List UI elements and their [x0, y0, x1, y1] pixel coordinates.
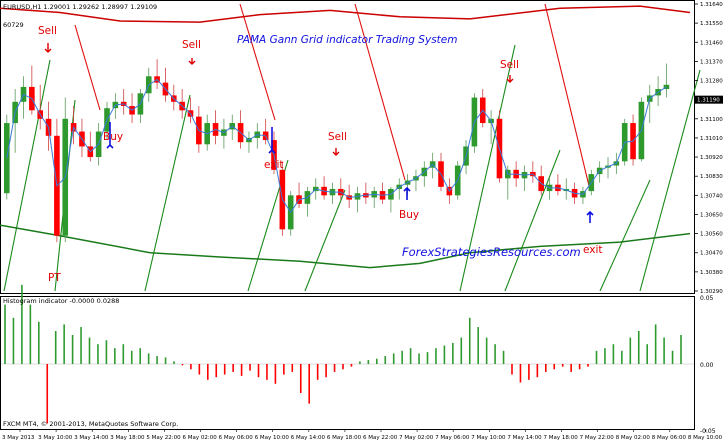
sell-arrow-icon [44, 43, 52, 53]
time-axis: 3 May 2013 3 May 10:00 3 May 14:00 3 May 18… [2, 429, 723, 441]
current-price-label: 1.31190 [697, 98, 720, 104]
time-tick-label: 5 May 22:00 [146, 435, 181, 441]
gann-line-green [504, 149, 561, 292]
candle-body [663, 84, 670, 90]
time-tick-label: 3 May 2013 [2, 435, 35, 441]
sell-arrow-icon [188, 58, 196, 65]
gann-line-green [599, 179, 651, 292]
price-axis: 1.31640 1.31550 1.31460 1.31370 1.31280 1.311… [694, 2, 723, 295]
time-tick-label: 7 May 02:00 [399, 435, 434, 441]
price-tick-label: 1.30740 [700, 193, 723, 199]
buy-arrow-icon [106, 122, 114, 149]
gann-line-green [144, 94, 191, 292]
sell-arrow-icon [506, 75, 514, 83]
indicator-pane-frame [0, 296, 695, 430]
candle [54, 118, 60, 243]
lower-band [0, 224, 691, 269]
sell-arrow-icon [332, 148, 340, 156]
price-tick-label: 1.31550 [700, 21, 723, 27]
upper-band [0, 5, 691, 23]
time-tick-label: 7 May 06:00 [435, 435, 470, 441]
sub-info: 60729 [3, 21, 24, 29]
price-tick-label: 1.31010 [700, 136, 723, 142]
price-tick-label: 1.31370 [700, 59, 723, 65]
time-tick-label: 3 May 10:00 [38, 435, 73, 441]
buy-arrow-icon [403, 186, 411, 200]
time-tick-label: 6 May 22:00 [363, 435, 398, 441]
signal-sell-label: Sell [328, 131, 347, 143]
time-tick-label: 6 May 02:00 [183, 435, 218, 441]
time-tick-label: 8 May 10:00 [688, 435, 723, 441]
signal-pt-label: PT [48, 272, 61, 284]
gann-line-red [544, 3, 591, 191]
time-tick-label: 6 May 06:00 [219, 435, 254, 441]
chart-title: PAMA Gann Grid indicator Trading System [237, 34, 457, 46]
price-tick-label: 1.30650 [700, 212, 723, 218]
gann-line-green [304, 189, 346, 292]
price-tick-label: 1.31280 [700, 79, 723, 85]
time-tick-label: 7 May 14:00 [507, 435, 542, 441]
histogram-label: Histogram indicator -0.0000 0.0288 [3, 297, 119, 305]
footer-copyright: FXCM MT4, © 2001-2013, MetaQuotes Softwa… [3, 420, 178, 428]
current-price-box [695, 95, 723, 104]
candle [496, 110, 503, 183]
gann-line-red [239, 3, 276, 121]
price-tick-label: 1.30470 [700, 251, 723, 257]
time-tick-label: 7 May 22:00 [580, 435, 615, 441]
main-pane-frame [0, 0, 695, 294]
time-tick-label: 6 May 18:00 [327, 435, 362, 441]
candle [62, 97, 69, 243]
time-tick-label: 8 May 02:00 [616, 435, 651, 441]
gann-line-red [354, 3, 406, 181]
signal-buy-label: Buy [103, 131, 123, 143]
price-tick-label: 1.31640 [700, 2, 723, 8]
time-tick-label: 7 May 10:00 [471, 435, 506, 441]
signal-buy-label: exit [264, 159, 284, 171]
moving-average-line [6, 78, 667, 214]
time-tick-label: 6 May 14:00 [291, 435, 326, 441]
price-tick-label: 1.31460 [700, 40, 723, 46]
candle [287, 191, 294, 236]
price-tick-label: 1.30830 [700, 174, 723, 180]
signal-buy-label: exit [583, 244, 603, 256]
histogram-bars [1, 284, 694, 424]
buy-arrow-icon [268, 127, 276, 154]
time-tick-label: 3 May 18:00 [110, 435, 145, 441]
time-tick-label: 7 May 18:00 [544, 435, 579, 441]
gann-grid-lines [3, 3, 701, 292]
hist-axis-top: 0.05 [700, 295, 714, 302]
gann-line-red [74, 24, 101, 111]
pama-bands [0, 5, 691, 269]
gann-line-green [639, 69, 701, 292]
gann-line-green [459, 44, 516, 292]
time-tick-label: 3 May 14:00 [74, 435, 109, 441]
buy-arrow-icon [586, 210, 594, 223]
price-tick-label: 1.31100 [700, 117, 723, 123]
signal-sell-label: Sell [182, 39, 201, 51]
signal-sell-label: Sell [500, 59, 519, 71]
time-tick-label: 6 May 10:00 [255, 435, 290, 441]
watermark: ForexStrategiesResources.com [402, 245, 581, 259]
trade-signals: Sell Sell Sell Sell Buy exit Buy exit PT [38, 25, 603, 284]
gann-line-green [3, 59, 51, 292]
candle-body [4, 123, 10, 194]
price-tick-label: 1.30290 [700, 289, 723, 295]
price-tick-label: 1.30380 [700, 270, 723, 276]
signal-buy-label: Buy [399, 209, 419, 221]
price-tick-label: 1.30560 [700, 232, 723, 238]
hist-axis-zero: 0.00 [700, 362, 714, 369]
price-tick-label: 1.30920 [700, 155, 723, 161]
hist-axis-bottom: -0.05 [700, 428, 716, 435]
ma-path [6, 78, 667, 214]
symbol-info: EURUSD,H1 1.29001 1.29262 1.28997 1.2910… [3, 3, 157, 11]
time-tick-label: 8 May 06:00 [652, 435, 687, 441]
candle [663, 63, 670, 98]
signal-sell-label: Sell [38, 25, 57, 37]
